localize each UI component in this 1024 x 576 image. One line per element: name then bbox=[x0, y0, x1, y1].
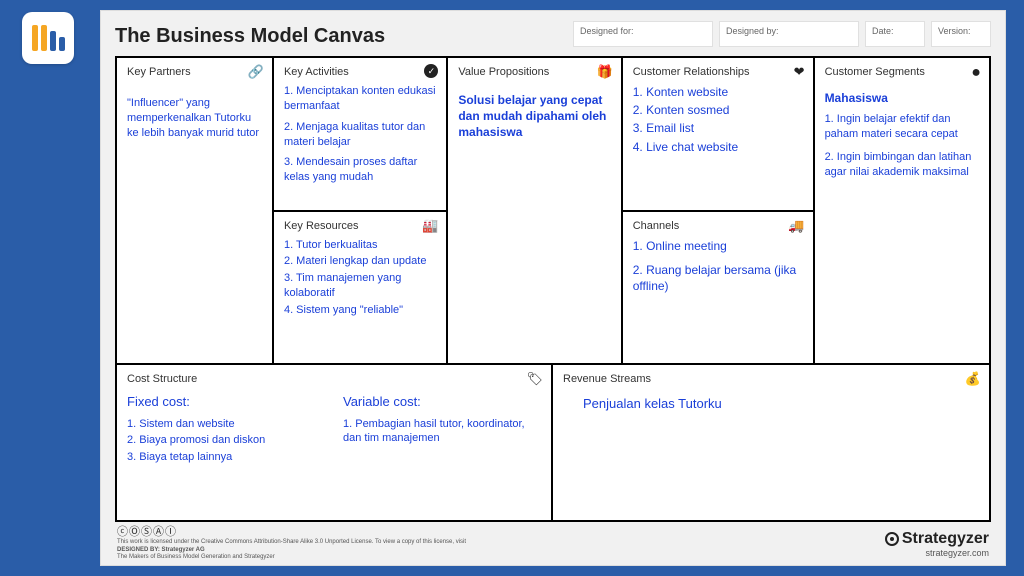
kr-line: 4. Sistem yang "reliable" bbox=[284, 303, 436, 318]
ka-line: 2. Menjaga kualitas tutor dan materi bel… bbox=[284, 120, 436, 150]
cs-line: 1. Ingin belajar efektif dan paham mater… bbox=[825, 112, 979, 142]
label-key-resources: Key Resources bbox=[284, 220, 436, 232]
label-value-propositions: Value Propositions bbox=[458, 66, 610, 78]
block-customer-relationships: ❤ Customer Relationships 1. Konten websi… bbox=[623, 58, 813, 212]
target-icon bbox=[885, 532, 899, 546]
brand-name: Strategyzer bbox=[902, 530, 989, 548]
cc-text: This work is licensed under the Creative… bbox=[117, 539, 466, 546]
kr-line: 3. Tim manajemen yang kolaboratif bbox=[284, 271, 436, 301]
block-channels: 🚚 Channels 1. Online meeting 2. Ruang be… bbox=[623, 212, 813, 364]
meta-designed-for: Designed for: bbox=[573, 21, 713, 47]
cc-designed-by: DESIGNED BY: Strategyzer AG bbox=[117, 547, 205, 553]
block-cost-structure: 🏷 Cost Structure Fixed cost: 1. Sistem d… bbox=[117, 365, 553, 520]
ch-line: 2. Ruang belajar bersama (jika offline) bbox=[633, 262, 803, 294]
cs-line: 2. Ingin bimbingan dan latihan agar nila… bbox=[825, 150, 979, 180]
ch-line: 1. Online meeting bbox=[633, 238, 803, 254]
content-revenue-streams: Penjualan kelas Tutorku bbox=[563, 395, 979, 413]
block-key-partners: 🔗 Key Partners "Influencer" yang memperk… bbox=[117, 58, 274, 363]
cost-fixed-line: 3. Biaya tetap lainnya bbox=[127, 450, 325, 465]
block-key-resources: 🏭 Key Resources 1. Tutor berkualitas 2. … bbox=[274, 212, 446, 364]
kr-line: 1. Tutor berkualitas bbox=[284, 238, 436, 253]
segment-icon: ● bbox=[971, 64, 981, 82]
content-key-partners: "Influencer" yang memperkenalkan Tutorku… bbox=[127, 96, 262, 141]
canvas-title: The Business Model Canvas bbox=[115, 21, 385, 48]
label-channels: Channels bbox=[633, 220, 803, 232]
block-value-propositions: 🎁 Value Propositions Solusi belajar yang… bbox=[448, 58, 622, 363]
cost-fixed-line: 1. Sistem dan website bbox=[127, 417, 325, 432]
cr-line: 4. Live chat website bbox=[633, 139, 803, 155]
kr-line: 2. Materi lengkap dan update bbox=[284, 254, 436, 269]
label-customer-relationships: Customer Relationships bbox=[633, 66, 803, 78]
brand-url: strategyzer.com bbox=[885, 548, 989, 558]
meta-boxes: Designed for: Designed by: Date: Version… bbox=[573, 21, 991, 47]
ka-line: 3. Mendesain proses daftar kelas yang mu… bbox=[284, 155, 436, 185]
label-revenue-streams: Revenue Streams bbox=[563, 373, 979, 385]
cr-line: 2. Konten sosmed bbox=[633, 102, 803, 118]
truck-icon: 🚚 bbox=[788, 218, 804, 234]
left-rail bbox=[0, 0, 96, 576]
block-key-activities: ✓ Key Activities 1. Menciptakan konten e… bbox=[274, 58, 446, 212]
meta-version: Version: bbox=[931, 21, 991, 47]
cost-fixed-line: 2. Biaya promosi dan diskon bbox=[127, 433, 325, 448]
app-logo bbox=[22, 12, 74, 64]
tag-icon: 🏷 bbox=[526, 371, 543, 387]
meta-date: Date: bbox=[865, 21, 925, 47]
gift-icon: 🎁 bbox=[597, 64, 613, 80]
label-key-activities: Key Activities bbox=[284, 66, 436, 78]
moneybag-icon: 💰 bbox=[965, 371, 981, 387]
cost-fixed-head: Fixed cost: bbox=[127, 393, 325, 411]
sheet-wrap: The Business Model Canvas Designed for: … bbox=[96, 0, 1024, 576]
label-customer-segments: Customer Segments bbox=[825, 66, 979, 78]
label-cost-structure: Cost Structure bbox=[127, 373, 541, 385]
meta-designed-by: Designed by: bbox=[719, 21, 859, 47]
cost-var-head: Variable cost: bbox=[343, 393, 541, 411]
brand-block: Strategyzer strategyzer.com bbox=[885, 530, 989, 558]
cc-icons: ⓒⓄⓈⒶⒾ bbox=[117, 526, 466, 539]
heart-icon: ❤ bbox=[794, 64, 805, 80]
cr-line: 1. Konten website bbox=[633, 84, 803, 100]
cc-makers: The Makers of Business Model Generation … bbox=[117, 554, 466, 561]
cs-head: Mahasiswa bbox=[825, 90, 979, 106]
factory-icon: 🏭 bbox=[422, 218, 438, 234]
license-block: ⓒⓄⓈⒶⒾ This work is licensed under the Cr… bbox=[117, 526, 466, 561]
cr-line: 3. Email list bbox=[633, 120, 803, 136]
cost-var-line: 1. Pembagian hasil tutor, koordinator, d… bbox=[343, 417, 541, 447]
header-row: The Business Model Canvas Designed for: … bbox=[115, 21, 991, 48]
content-value-propositions: Solusi belajar yang cepat dan mudah dipa… bbox=[458, 92, 610, 141]
bmc-sheet: The Business Model Canvas Designed for: … bbox=[100, 10, 1006, 566]
block-revenue-streams: 💰 Revenue Streams Penjualan kelas Tutork… bbox=[553, 365, 989, 520]
footer: ⓒⓄⓈⒶⒾ This work is licensed under the Cr… bbox=[115, 522, 991, 561]
link-icon: 🔗 bbox=[248, 64, 264, 80]
label-key-partners: Key Partners bbox=[127, 66, 262, 78]
ka-line: 1. Menciptakan konten edukasi bermanfaat bbox=[284, 84, 436, 114]
bmc-grid: 🔗 Key Partners "Influencer" yang memperk… bbox=[115, 56, 991, 522]
block-customer-segments: ● Customer Segments Mahasiswa 1. Ingin b… bbox=[815, 58, 989, 363]
